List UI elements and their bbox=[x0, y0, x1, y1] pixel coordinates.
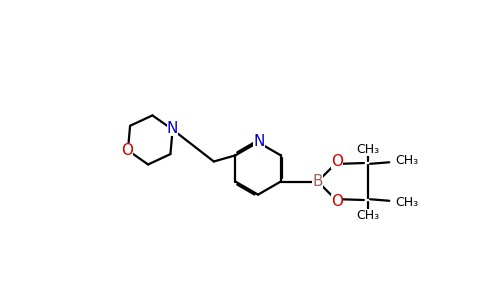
Text: CH₃: CH₃ bbox=[356, 209, 379, 222]
Text: N: N bbox=[167, 121, 178, 136]
Text: O: O bbox=[331, 154, 343, 169]
Text: N: N bbox=[253, 134, 265, 149]
Text: CH₃: CH₃ bbox=[356, 143, 379, 156]
Text: O: O bbox=[121, 143, 133, 158]
Text: B: B bbox=[313, 174, 323, 189]
Text: CH₃: CH₃ bbox=[395, 154, 419, 167]
Text: O: O bbox=[331, 194, 343, 209]
Text: CH₃: CH₃ bbox=[395, 196, 419, 209]
